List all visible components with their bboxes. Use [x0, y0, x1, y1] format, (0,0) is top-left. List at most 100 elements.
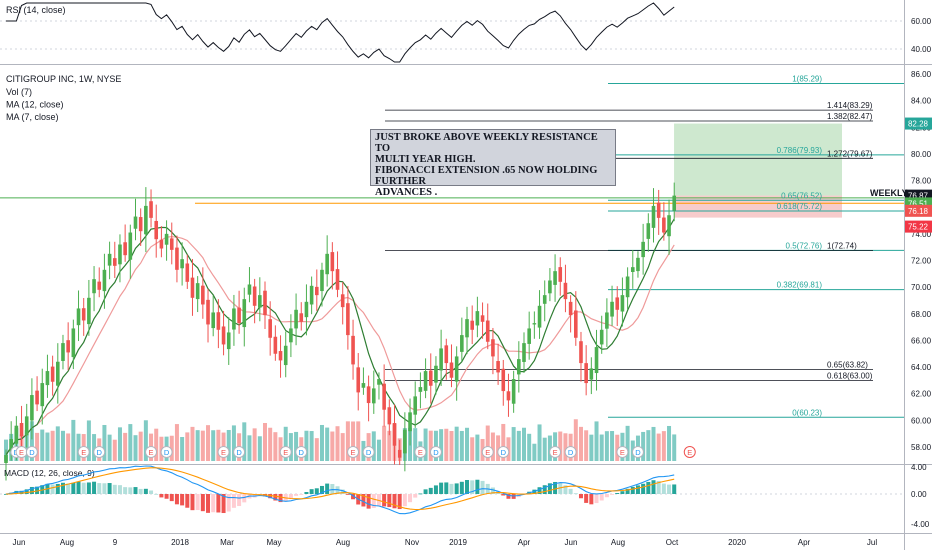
- volume-bar: [216, 429, 221, 461]
- candle-body: [408, 412, 412, 432]
- fib-level-label: 1(85.29): [792, 74, 822, 83]
- candle-body: [112, 258, 117, 266]
- earnings-marker: [279, 446, 292, 458]
- dividend-marker: [93, 446, 106, 458]
- macd-histogram-bar: [599, 494, 604, 501]
- macd-histogram-bar: [444, 482, 449, 494]
- macd-histogram-bar: [50, 484, 55, 494]
- dividend-marker: [564, 446, 577, 458]
- earnings-marker-label: E: [351, 448, 356, 457]
- candle-body: [102, 269, 107, 292]
- macd-histogram-bar: [470, 480, 475, 494]
- macd-histogram-bar: [242, 494, 247, 503]
- macd-histogram-bar: [86, 482, 91, 494]
- dividend-marker: [295, 446, 308, 458]
- macd-histogram-bar: [206, 494, 211, 513]
- candle-body: [123, 242, 127, 256]
- macd-histogram-bar: [641, 483, 646, 494]
- volume-bar: [40, 429, 45, 461]
- fib-extension-label: 1.272(79.67): [827, 149, 873, 158]
- candle-body: [542, 295, 547, 304]
- annotation-note[interactable]: JUST BROKE ABOVE WEEKLY RESISTANCE TO MU…: [370, 129, 616, 198]
- macd-histogram-bar: [55, 483, 60, 494]
- volume-bar: [159, 436, 164, 461]
- risk-reward-tool: [674, 123, 842, 218]
- candle-body: [30, 395, 34, 421]
- time-axis-label: 2018: [171, 538, 189, 547]
- candle-body: [460, 335, 464, 352]
- candle-body: [558, 267, 563, 282]
- macd-histogram-bar: [366, 494, 371, 509]
- macd-histogram-bar: [656, 481, 661, 494]
- fib-level-label: 0.65(76.52): [781, 191, 822, 200]
- price-scale-label: 68.00: [911, 310, 932, 319]
- macd-histogram-bar: [351, 494, 356, 500]
- macd-histogram-bar: [102, 483, 107, 494]
- volume-bar: [112, 439, 117, 461]
- macd-histogram-bar: [345, 494, 350, 495]
- macd-histogram-bar: [81, 482, 86, 494]
- candle-body: [97, 281, 102, 290]
- dividend-marker-label: D: [501, 448, 507, 457]
- candle-body: [475, 311, 480, 326]
- macd-histogram-bar: [646, 481, 651, 494]
- macd-title: MACD (12, 26, close, 9): [4, 468, 95, 478]
- candle-body: [237, 307, 241, 324]
- candle-body: [599, 329, 604, 345]
- earnings-marker-label: E: [687, 448, 692, 457]
- price-scale-label: 80.00: [911, 150, 932, 159]
- earnings-marker: [145, 446, 158, 458]
- dividend-marker-label: D: [433, 448, 439, 457]
- ma12-line: [5, 236, 675, 456]
- dividend-marker-label: D: [164, 448, 170, 457]
- macd-histogram-bar: [92, 481, 97, 494]
- volume-bar: [490, 432, 495, 461]
- volume-bar: [174, 424, 179, 461]
- candle-body: [340, 294, 345, 308]
- time-axis-label: Apr: [798, 538, 811, 547]
- volume-bar: [60, 430, 65, 461]
- macd-histogram-bar: [185, 494, 190, 508]
- earnings-marker: [549, 446, 562, 458]
- macd-histogram-bar: [117, 485, 122, 494]
- volume-bar: [667, 425, 672, 461]
- volume-bar: [123, 432, 128, 461]
- earnings-marker: [77, 446, 90, 458]
- macd-histogram-bar: [299, 494, 304, 495]
- volume-bar: [66, 433, 71, 461]
- candle-body: [252, 286, 257, 306]
- candle-body: [242, 299, 247, 328]
- volume-bar: [314, 438, 319, 461]
- candle-body: [605, 312, 609, 329]
- fib-level-label: 0.382(69.81): [777, 281, 823, 290]
- price-badge-label: 75.22: [908, 223, 929, 232]
- price-scale-label: 62.00: [911, 390, 932, 399]
- candle-body: [517, 359, 521, 375]
- volume-bar: [345, 421, 350, 461]
- macd-histogram-bar: [573, 493, 578, 495]
- candle-body: [646, 223, 651, 239]
- candle-body: [232, 308, 236, 330]
- volume-bar: [294, 431, 299, 461]
- earnings-marker: [481, 446, 494, 458]
- macd-histogram-bar: [4, 494, 8, 495]
- macd-histogram-bar: [19, 490, 24, 494]
- macd-histogram-bar: [226, 494, 231, 512]
- candle-body: [164, 233, 169, 245]
- time-axis-label: Aug: [60, 538, 74, 547]
- candle-body: [470, 320, 474, 330]
- candle-body: [19, 423, 24, 437]
- candle-body: [138, 217, 143, 232]
- macd-histogram-bar: [553, 481, 558, 494]
- price-badge-label: 82.28: [908, 120, 929, 129]
- macd-histogram-bar: [76, 481, 81, 494]
- candle-body: [289, 328, 293, 343]
- candle-body: [522, 343, 526, 362]
- price-badge: [905, 204, 932, 217]
- macd-histogram-bar: [169, 494, 174, 502]
- symbol-title: CITIGROUP INC, 1W, NYSE: [6, 74, 121, 84]
- volume-bar: [646, 430, 651, 461]
- time-axis-label: 9: [113, 538, 118, 547]
- volume-bar: [351, 421, 356, 461]
